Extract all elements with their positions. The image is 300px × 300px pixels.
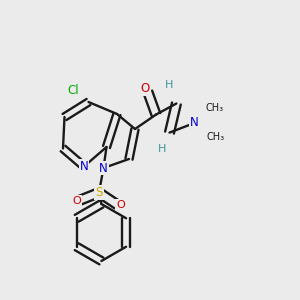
Text: O: O bbox=[72, 196, 81, 206]
Text: N: N bbox=[80, 160, 88, 173]
Text: N: N bbox=[190, 116, 199, 130]
Text: CH₃: CH₃ bbox=[207, 131, 225, 142]
Text: Cl: Cl bbox=[67, 83, 79, 97]
Text: N: N bbox=[99, 161, 108, 175]
Text: O: O bbox=[116, 200, 125, 210]
Text: H: H bbox=[165, 80, 174, 91]
Text: O: O bbox=[140, 82, 149, 95]
Text: H: H bbox=[158, 143, 166, 154]
Text: S: S bbox=[95, 186, 103, 199]
Text: CH₃: CH₃ bbox=[206, 103, 224, 113]
